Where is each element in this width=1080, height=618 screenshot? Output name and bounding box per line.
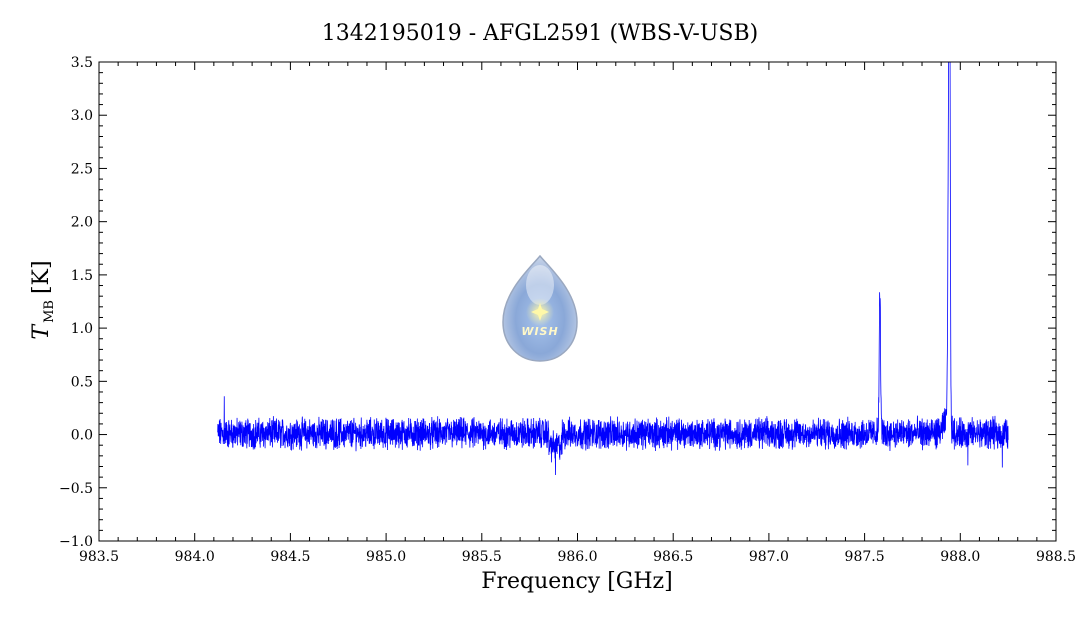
x-tick-label: 987.5 [845,549,885,565]
drop-highlight [526,265,554,305]
y-tick-label: 3.0 [71,108,93,124]
y-axis-ticks [99,61,1056,542]
plot-frame [98,61,1057,542]
logo-text: WISH [521,325,558,338]
svg-text:TMB[K]: TMB [K] [29,260,57,339]
x-tick-label: 985.0 [366,549,406,565]
chart-title: 1342195019 - AFGL2591 (WBS-V-USB) [322,21,758,46]
x-tick-label: 985.5 [462,549,502,565]
spectrum-line [217,62,1009,476]
x-tick-label: 986.5 [653,549,693,565]
x-axis-ticks [98,62,1057,541]
y-tick-label: 1.5 [71,268,93,284]
y-axis-label-sub: MB [42,300,57,323]
x-tick-label: 983.5 [79,549,119,565]
x-tick-label: 986.0 [557,549,597,565]
y-tick-label: 2.0 [71,215,93,231]
y-tick-label: 1.0 [71,321,93,337]
y-tick-label: −0.5 [59,481,93,497]
y-tick-label: 0.0 [71,428,93,444]
plot-series [217,62,1009,476]
x-axis-label: Frequency [GHz] [481,569,673,594]
watermark-logo: WISH [502,254,578,362]
y-axis-tick-labels: −1.0 −0.5 0.0 0.5 1.0 1.5 2.0 2.5 3.0 3.5 [59,55,93,550]
y-tick-label: 2.5 [71,161,93,177]
star-icon [531,303,549,321]
x-tick-label: 984.0 [175,549,215,565]
y-tick-label: 0.5 [71,374,93,390]
x-tick-label: 988.0 [940,549,980,565]
y-tick-label: 3.5 [71,55,93,71]
y-axis-label-main: T [29,323,54,340]
y-axis-label-unit: [K] [29,260,54,294]
x-tick-label: 984.5 [270,549,310,565]
x-tick-label: 988.5 [1036,549,1076,565]
x-axis-tick-labels: 983.5 984.0 984.5 985.0 985.5 986.0 986.5 987.0… [79,549,1076,565]
y-axis-label: TMB [K] [29,260,57,339]
x-tick-label: 987.0 [749,549,789,565]
y-tick-label: −1.0 [59,534,93,550]
